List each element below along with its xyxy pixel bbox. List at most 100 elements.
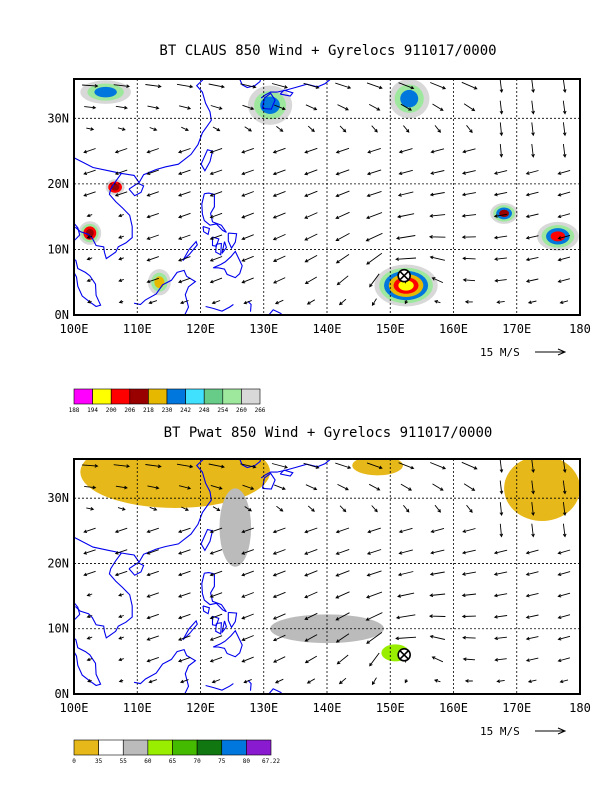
wind-arrow xyxy=(557,169,571,175)
wind-arrow xyxy=(276,505,284,512)
wind-arrow xyxy=(82,84,99,88)
wind-arrow xyxy=(244,506,252,512)
colorbar-tick-label: 55 xyxy=(120,758,128,765)
wind-arrow xyxy=(366,462,383,470)
colorbar-swatch xyxy=(110,388,131,405)
wind-arrow xyxy=(274,299,284,305)
colorbar-tick-label: 0 xyxy=(72,758,76,765)
wind-arrow xyxy=(209,191,223,197)
wind-arrow xyxy=(557,614,571,620)
vector-scale: 15 M/S xyxy=(480,725,567,738)
wind-arrow xyxy=(369,273,380,288)
wind-arrow xyxy=(493,571,508,576)
vector-scale-arrowhead xyxy=(557,348,567,356)
wind-arrow xyxy=(145,84,162,89)
plot-frame xyxy=(73,458,581,695)
wind-arrow xyxy=(147,485,160,490)
wind-arrow xyxy=(335,527,350,534)
wind-arrow xyxy=(272,634,286,642)
wind-arrow xyxy=(395,257,417,261)
wind-arrow xyxy=(242,484,255,490)
colorbar-swatch xyxy=(92,388,112,405)
wind-arrow xyxy=(209,549,223,555)
wind-arrow xyxy=(178,592,191,598)
wind-arrow xyxy=(118,657,124,662)
colorbar-tick-label: 248 xyxy=(199,407,210,414)
wind-arrow xyxy=(272,233,286,241)
wind-arrow xyxy=(118,614,124,619)
coastline xyxy=(260,79,332,99)
wind-arrow xyxy=(146,169,159,176)
colorbar-swatch xyxy=(122,739,149,756)
gyre-cross xyxy=(399,270,409,281)
plot-frame xyxy=(73,78,581,316)
wind-arrow xyxy=(462,148,476,154)
wind-arrow xyxy=(525,213,539,219)
wind-arrow xyxy=(531,459,535,474)
coastline xyxy=(212,629,243,658)
wind-arrow xyxy=(208,83,225,89)
coastline xyxy=(268,688,282,694)
wind-arrow xyxy=(272,527,286,534)
wind-arrow xyxy=(335,591,350,599)
wind-arrow xyxy=(525,592,539,598)
wind-arrow xyxy=(531,480,535,495)
wind-arrow xyxy=(397,191,414,197)
wind-arrow xyxy=(493,615,508,619)
wind-arrow xyxy=(305,104,318,111)
wind-arrow xyxy=(461,549,476,555)
wind-arrow xyxy=(272,212,286,219)
wind-arrow xyxy=(181,506,189,511)
chart-panel-claus: BT CLAUS 850 Wind + Gyrelocs 911017/0000… xyxy=(47,43,591,414)
wind-arrow xyxy=(562,459,567,474)
wind-arrow xyxy=(146,527,159,534)
wind-arrow xyxy=(400,483,412,491)
wind-arrow xyxy=(397,571,414,577)
wind-arrow xyxy=(525,657,539,662)
colorbar-tick-label: 70 xyxy=(194,758,202,765)
wind-arrow xyxy=(557,592,571,598)
filled-region xyxy=(85,228,94,238)
wind-arrow xyxy=(494,657,507,662)
y-tick-label: 30N xyxy=(47,491,69,505)
wind-arrow xyxy=(428,614,446,618)
wind-arrow xyxy=(335,211,350,220)
wind-arrow xyxy=(304,212,318,219)
wind-arrow xyxy=(403,505,410,513)
wind-arrow xyxy=(366,252,383,265)
coastline xyxy=(201,192,227,233)
wind-arrow xyxy=(557,191,571,197)
wind-arrow xyxy=(527,679,537,684)
wind-arrow xyxy=(461,593,477,598)
wind-arrow xyxy=(241,549,254,555)
wind-arrow xyxy=(113,84,131,88)
wind-arrow xyxy=(396,235,416,240)
pwat-fill-layer xyxy=(80,459,580,662)
wind-arrow xyxy=(241,255,254,262)
filled-region xyxy=(398,280,414,291)
wind-arrow xyxy=(146,656,159,663)
wind-arrow xyxy=(146,234,159,240)
colorbar-swatch xyxy=(148,388,168,405)
x-tick-label: 100E xyxy=(60,322,89,336)
colorbar-swatch xyxy=(147,739,173,756)
wind-arrow xyxy=(178,277,191,284)
wind-arrow xyxy=(335,82,352,90)
wind-arrow xyxy=(559,679,569,684)
wind-arrow xyxy=(366,591,383,599)
x-tick-label: 110E xyxy=(123,322,152,336)
wind-arrow xyxy=(180,300,189,305)
filled-region xyxy=(94,86,117,98)
wind-arrow xyxy=(557,278,571,283)
wind-arrow xyxy=(304,634,318,642)
colorbar-tick-label: 260 xyxy=(236,407,247,414)
colorbar-swatch xyxy=(246,739,272,756)
wind-arrow xyxy=(431,277,444,284)
wind-arrow xyxy=(531,100,535,115)
x-tick-labels: 100E 110E 120E 130E 140E 150E 160E 170E 180 xyxy=(60,701,591,715)
wind-arrow xyxy=(241,613,254,620)
wind-arrow xyxy=(272,591,286,599)
wind-arrow xyxy=(525,636,539,641)
wind-arrow xyxy=(557,256,571,262)
wind-arrow xyxy=(272,255,286,262)
